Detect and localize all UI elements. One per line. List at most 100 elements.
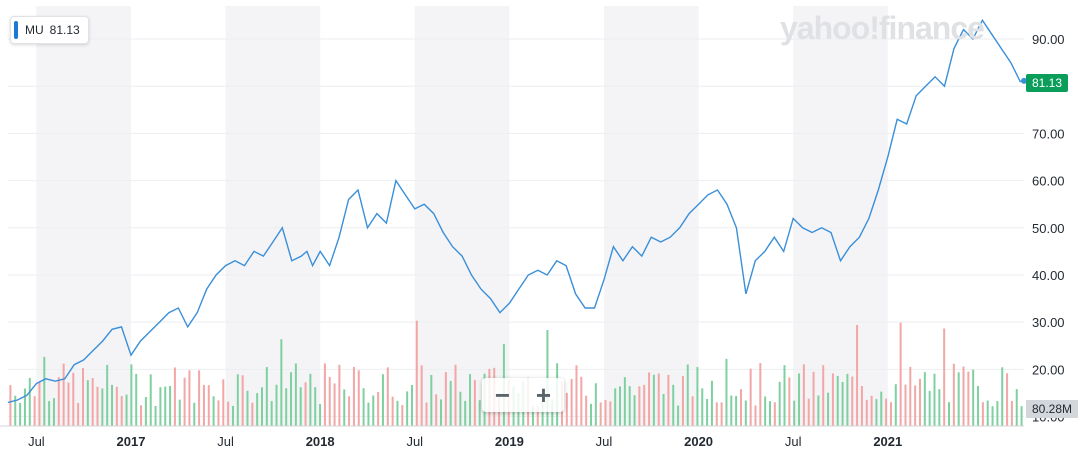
- x-tick-label: 2019: [495, 434, 524, 449]
- volume-bar: [672, 384, 675, 426]
- series-color-swatch: [14, 21, 18, 39]
- volume-bar: [285, 388, 288, 426]
- volume-bar: [135, 373, 138, 426]
- volume-bar: [720, 402, 723, 426]
- zoom-out-button[interactable]: −: [494, 379, 511, 410]
- volume-bar: [831, 373, 834, 426]
- volume-bar: [183, 377, 186, 426]
- volume-bar: [57, 377, 60, 426]
- volume-bar: [140, 405, 143, 426]
- series-legend[interactable]: MU 81.13: [10, 16, 89, 44]
- volume-bar: [202, 384, 205, 426]
- volume-bar: [333, 383, 336, 426]
- volume-bar: [589, 403, 592, 426]
- volume-bar: [52, 398, 55, 426]
- volume-bar: [812, 371, 815, 426]
- y-tick-label: 70.00: [1032, 126, 1065, 141]
- volume-bar: [246, 390, 249, 426]
- yahoo-finance-logo: yahoo!finance: [780, 10, 985, 46]
- volume-bar: [565, 392, 568, 426]
- volume-bar: [952, 363, 955, 426]
- x-tick-label: Jul: [217, 434, 234, 449]
- volume-bar: [425, 402, 428, 426]
- volume-bar: [783, 365, 786, 426]
- volume-bar: [106, 364, 109, 426]
- volume-bar: [372, 395, 375, 426]
- x-tick-label: 2017: [117, 434, 146, 449]
- volume-bar: [343, 389, 346, 426]
- volume-bar: [744, 400, 747, 426]
- volume-bar: [880, 391, 883, 426]
- zoom-in-button[interactable]: +: [535, 379, 552, 410]
- volume-bar: [691, 396, 694, 426]
- volume-bar: [91, 378, 94, 426]
- volume-bar: [377, 391, 380, 426]
- x-tick-label: 2018: [306, 434, 335, 449]
- volume-bar: [62, 363, 65, 426]
- volume-bar: [193, 402, 196, 426]
- volume-bar: [449, 380, 452, 426]
- volume-bar: [541, 402, 544, 426]
- volume-bar: [391, 396, 394, 426]
- volume-bar: [86, 380, 89, 426]
- volume-bar: [231, 405, 234, 426]
- volume-bar: [125, 394, 128, 426]
- volume-bar: [198, 370, 201, 426]
- volume-bar: [270, 401, 273, 426]
- volume-bar: [923, 372, 926, 426]
- volume-bar: [585, 395, 588, 426]
- volume-bar: [222, 379, 225, 426]
- volume-bar: [759, 363, 762, 426]
- volume-bar: [33, 396, 36, 426]
- volume-bar: [977, 385, 980, 426]
- volume-bar: [860, 385, 863, 426]
- volume-bar: [338, 364, 341, 426]
- volume-bar: [677, 405, 680, 426]
- volume-bar: [256, 393, 259, 426]
- volume-bar: [609, 401, 612, 426]
- volume-bar: [159, 387, 162, 426]
- volume-bar: [367, 402, 370, 426]
- volume-bar: [754, 405, 757, 426]
- last-price-badge: 81.13: [1026, 74, 1068, 92]
- volume-bar: [207, 385, 210, 426]
- volume-bar: [381, 374, 384, 426]
- volume-bar: [261, 387, 263, 426]
- volume-bar: [115, 386, 118, 426]
- volume-bar: [764, 396, 767, 426]
- volume-bar: [696, 367, 699, 426]
- volume-bar: [9, 385, 12, 426]
- volume-bar: [1006, 373, 1009, 426]
- volume-bar: [899, 322, 902, 426]
- volume-bar: [169, 385, 172, 426]
- volume-bar: [217, 400, 220, 426]
- volume-bar: [933, 373, 936, 426]
- volume-bar: [173, 367, 176, 426]
- volume-bar: [410, 384, 413, 426]
- volume-bar: [290, 372, 293, 426]
- volume-bar: [304, 382, 307, 426]
- volume-bar: [909, 366, 912, 426]
- volume-bar: [459, 391, 462, 426]
- volume-bar: [328, 376, 331, 426]
- volume-bar: [357, 370, 360, 426]
- volume-bar: [280, 339, 283, 426]
- volume-bar: [444, 372, 447, 426]
- volume-bar: [662, 394, 665, 426]
- volume-bar: [725, 358, 728, 426]
- volume-bar: [212, 396, 215, 426]
- volume-bar: [807, 398, 810, 426]
- y-tick-label: 40.00: [1032, 268, 1065, 283]
- volume-bar: [575, 365, 578, 426]
- volume-bar: [48, 401, 51, 426]
- volume-bar: [681, 375, 684, 426]
- volume-bar: [96, 386, 99, 426]
- volume-bar: [851, 376, 854, 426]
- volume-bar: [570, 379, 573, 426]
- volume-bar: [841, 381, 844, 426]
- volume-bar: [440, 399, 443, 426]
- volume-bar: [406, 391, 409, 426]
- volume-bar: [430, 374, 433, 426]
- last-price-point: [1021, 77, 1027, 84]
